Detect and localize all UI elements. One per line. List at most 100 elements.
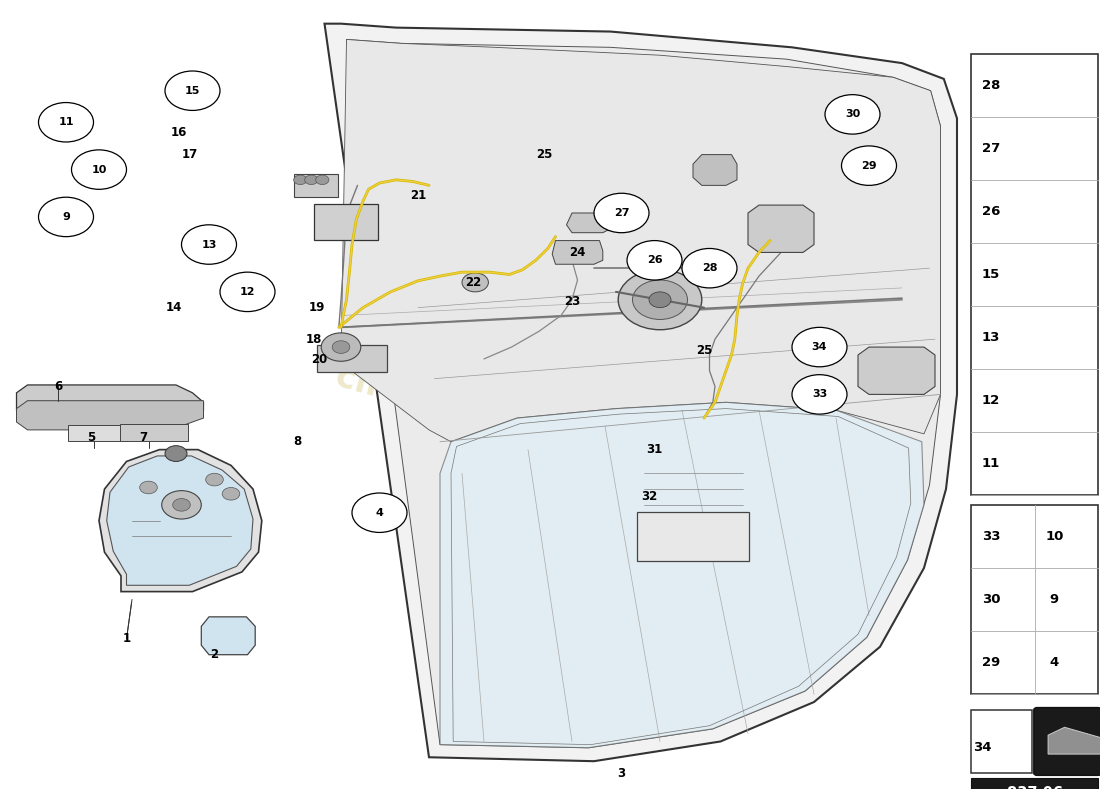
Text: 10: 10 [91, 165, 107, 174]
Text: 32: 32 [641, 490, 657, 503]
Polygon shape [440, 402, 924, 748]
Text: 837 06: 837 06 [1006, 786, 1063, 800]
Circle shape [173, 498, 190, 511]
Text: 21: 21 [410, 189, 426, 202]
Text: 23: 23 [564, 295, 580, 308]
Polygon shape [107, 456, 253, 586]
Text: 3: 3 [617, 766, 626, 779]
Polygon shape [16, 385, 203, 418]
Circle shape [316, 175, 329, 185]
Circle shape [682, 249, 737, 288]
Text: 12: 12 [240, 287, 255, 297]
FancyBboxPatch shape [971, 778, 1098, 800]
Polygon shape [693, 154, 737, 186]
Circle shape [162, 490, 201, 519]
Circle shape [294, 175, 307, 185]
Circle shape [649, 292, 671, 308]
Text: 26: 26 [982, 205, 1000, 218]
Text: 13: 13 [982, 331, 1000, 344]
Polygon shape [201, 617, 255, 654]
Text: 9: 9 [62, 212, 70, 222]
Circle shape [222, 487, 240, 500]
Text: 29: 29 [982, 656, 1000, 669]
Circle shape [462, 273, 488, 292]
Text: 1: 1 [122, 633, 131, 646]
Circle shape [352, 493, 407, 533]
Text: 12: 12 [982, 394, 1000, 407]
Text: 26: 26 [647, 255, 662, 266]
Text: 19: 19 [309, 301, 324, 314]
Text: 17: 17 [183, 148, 198, 161]
FancyBboxPatch shape [68, 425, 128, 441]
Text: 2: 2 [210, 648, 219, 662]
FancyBboxPatch shape [971, 54, 1098, 495]
Text: 30: 30 [982, 593, 1000, 606]
FancyBboxPatch shape [971, 710, 1032, 773]
Circle shape [165, 446, 187, 462]
Circle shape [842, 146, 896, 186]
Polygon shape [16, 401, 203, 430]
Circle shape [627, 241, 682, 280]
Text: 10: 10 [1045, 530, 1064, 543]
Text: 4: 4 [375, 508, 384, 518]
Text: 9: 9 [1049, 593, 1059, 606]
Circle shape [792, 327, 847, 366]
Circle shape [792, 374, 847, 414]
Text: 24: 24 [570, 246, 585, 259]
Polygon shape [566, 213, 610, 233]
Text: 15: 15 [982, 268, 1000, 281]
Text: 18: 18 [306, 333, 321, 346]
Circle shape [321, 333, 361, 362]
Polygon shape [1048, 727, 1100, 754]
Text: 28: 28 [982, 78, 1000, 92]
Polygon shape [99, 450, 262, 592]
FancyBboxPatch shape [637, 512, 749, 561]
Text: 11: 11 [58, 118, 74, 127]
Circle shape [220, 272, 275, 311]
Text: 28: 28 [702, 263, 717, 273]
Text: 34: 34 [974, 742, 991, 754]
Circle shape [182, 225, 236, 264]
Polygon shape [748, 205, 814, 253]
Circle shape [39, 198, 94, 237]
Text: 8: 8 [293, 435, 301, 448]
FancyBboxPatch shape [317, 346, 387, 372]
Circle shape [632, 280, 688, 319]
FancyBboxPatch shape [971, 505, 1098, 694]
Circle shape [165, 71, 220, 110]
Text: 30: 30 [845, 110, 860, 119]
FancyBboxPatch shape [120, 423, 188, 441]
Text: click for parts: click for parts [332, 361, 592, 460]
Circle shape [140, 481, 157, 494]
Text: 33: 33 [812, 390, 827, 399]
Circle shape [39, 102, 94, 142]
Polygon shape [858, 347, 935, 394]
Text: 13: 13 [201, 239, 217, 250]
Circle shape [332, 341, 350, 354]
Circle shape [618, 270, 702, 330]
Text: 25: 25 [696, 344, 712, 357]
Text: 7: 7 [139, 431, 147, 444]
Circle shape [305, 175, 318, 185]
FancyBboxPatch shape [1034, 707, 1100, 775]
Text: 27: 27 [614, 208, 629, 218]
Text: 31: 31 [647, 443, 662, 456]
Text: 6: 6 [54, 380, 63, 393]
Text: 11: 11 [982, 458, 1000, 470]
Text: 22: 22 [465, 276, 481, 289]
Polygon shape [341, 39, 940, 442]
Text: 16: 16 [172, 126, 187, 139]
Circle shape [594, 194, 649, 233]
Text: 15: 15 [185, 86, 200, 96]
Text: 34: 34 [812, 342, 827, 352]
Text: 25: 25 [537, 148, 552, 161]
Text: since 1985: since 1985 [368, 309, 556, 385]
Text: 33: 33 [982, 530, 1000, 543]
Polygon shape [346, 39, 940, 748]
Circle shape [72, 150, 126, 190]
Circle shape [825, 94, 880, 134]
Text: 20: 20 [311, 353, 327, 366]
Text: 5: 5 [87, 431, 96, 444]
Text: 27: 27 [982, 142, 1000, 154]
FancyBboxPatch shape [314, 203, 378, 240]
